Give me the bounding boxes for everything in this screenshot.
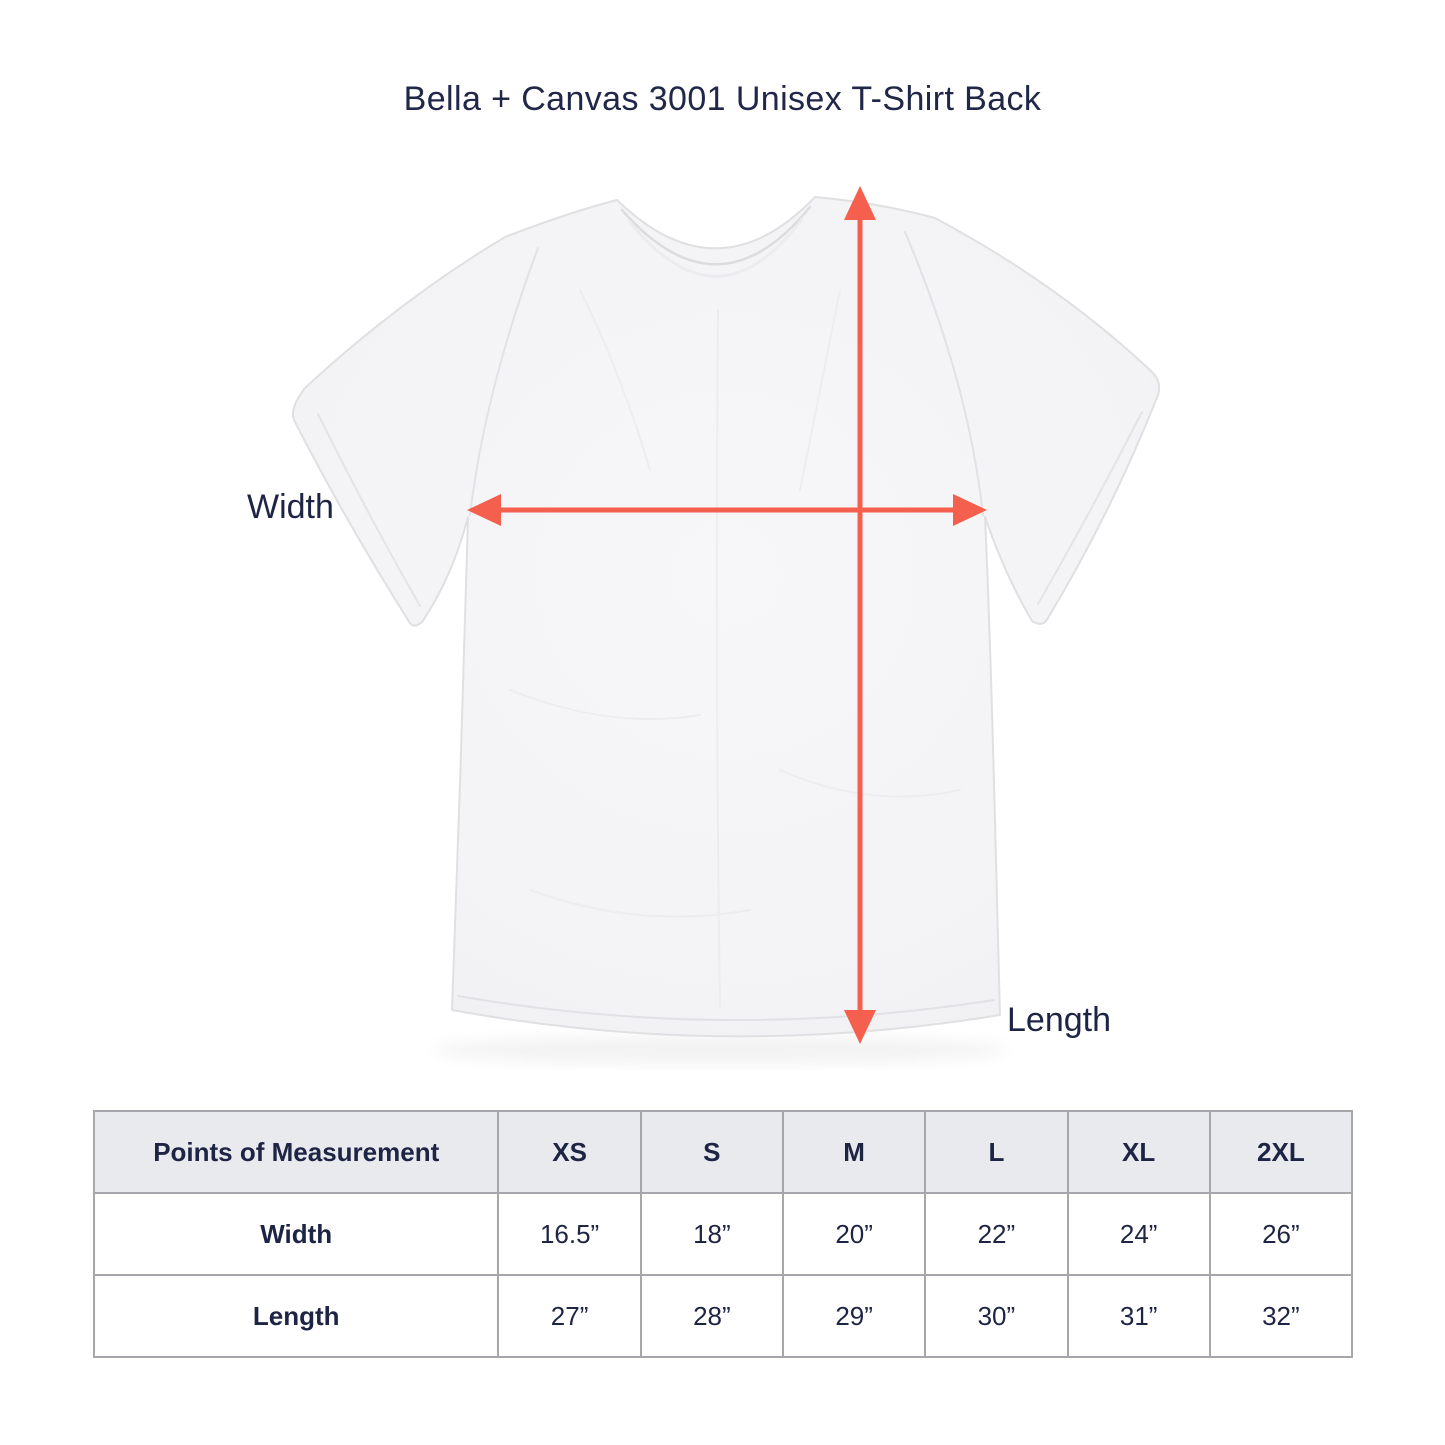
header-s: S bbox=[639, 1110, 784, 1194]
shirt-shadow bbox=[430, 1036, 1010, 1064]
width-xl-value: 24” bbox=[1066, 1192, 1211, 1276]
table-header-row: Points of Measurement XS S M L XL 2XL bbox=[92, 1110, 1354, 1194]
table-row-length: Length 27” 28” 29” 30” 31” 32” bbox=[92, 1274, 1354, 1358]
header-l: L bbox=[924, 1110, 1069, 1194]
header-m: M bbox=[781, 1110, 927, 1194]
length-s-value: 28” bbox=[639, 1274, 784, 1358]
page-title: Bella + Canvas 3001 Unisex T-Shirt Back bbox=[403, 80, 1042, 118]
width-m-value: 20” bbox=[781, 1192, 927, 1276]
header-2xl: 2XL bbox=[1208, 1110, 1354, 1194]
length-l-value: 30” bbox=[924, 1274, 1069, 1358]
header-xs: XS bbox=[497, 1110, 642, 1194]
width-xs-value: 16.5” bbox=[497, 1192, 642, 1276]
width-2xl-value: 26” bbox=[1208, 1192, 1354, 1276]
length-2xl-value: 32” bbox=[1208, 1274, 1354, 1358]
width-measure-label: Width bbox=[247, 488, 334, 526]
shirt-collar bbox=[620, 205, 812, 278]
header-points-of-measurement: Points of Measurement bbox=[92, 1110, 500, 1194]
width-s-value: 18” bbox=[639, 1192, 784, 1276]
size-table: Points of Measurement XS S M L XL 2XL Wi… bbox=[92, 1110, 1354, 1358]
length-xl-value: 31” bbox=[1066, 1274, 1211, 1358]
row-label-width: Width bbox=[92, 1192, 500, 1276]
length-xs-value: 27” bbox=[497, 1274, 642, 1358]
shirt-wrinkles bbox=[509, 289, 961, 1009]
shirt-seams bbox=[317, 231, 1143, 1022]
tshirt-back-image bbox=[292, 196, 1160, 1064]
shirt-body bbox=[292, 196, 1160, 1038]
row-label-length: Length bbox=[92, 1274, 500, 1358]
width-l-value: 22” bbox=[924, 1192, 1069, 1276]
header-xl: XL bbox=[1066, 1110, 1211, 1194]
length-m-value: 29” bbox=[781, 1274, 927, 1358]
table-row-width: Width 16.5” 18” 20” 22” 24” 26” bbox=[92, 1192, 1354, 1276]
length-measure-label: Length bbox=[1007, 1001, 1111, 1039]
